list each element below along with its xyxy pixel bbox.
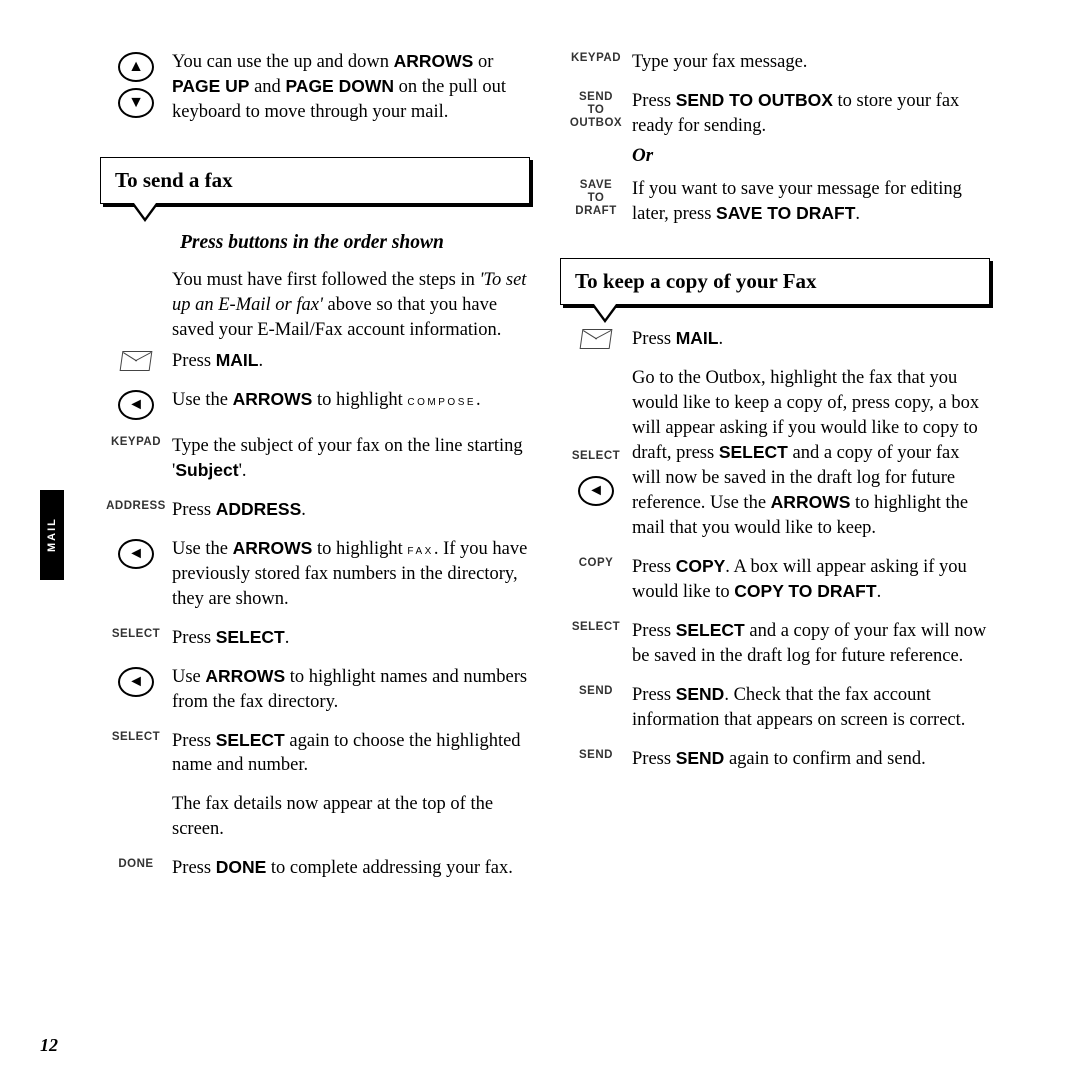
send-to-outbox-label: SEND TO OUTBOX: [570, 91, 622, 131]
left-arrow-icon: ◄: [118, 390, 154, 420]
left-arrow-icon: ◄: [118, 539, 154, 569]
press-order-heading: Press buttons in the order shown: [180, 232, 530, 254]
keypad-label: KEYPAD: [111, 436, 161, 449]
send-label: SEND: [579, 749, 613, 762]
done-label: DONE: [118, 858, 153, 871]
select-label: SELECT: [572, 450, 620, 463]
or-text: Or: [632, 143, 990, 169]
step-press-send: SEND Press SEND. Check that the fax acco…: [560, 683, 990, 733]
copy-label: COPY: [579, 557, 614, 570]
right-column: KEYPAD Type your fax message. SEND TO OU…: [560, 50, 990, 895]
step-send-confirm: SEND Press SEND again to confirm and sen…: [560, 747, 990, 772]
left-column: ▲ ▼ You can use the up and down ARROWS o…: [100, 50, 530, 895]
side-tab-mail: MAIL: [40, 490, 64, 580]
select-label: SELECT: [572, 621, 620, 634]
step-highlight-fax: ◄ Use the ARROWS to highlight FAX. If yo…: [100, 537, 530, 612]
callout-pointer-icon: [591, 304, 619, 323]
callout-pointer-icon: [131, 203, 159, 222]
step-type-subject: KEYPAD Type the subject of your fax on t…: [100, 434, 530, 484]
intro-text: You can use the up and down ARROWS or PA…: [172, 50, 530, 125]
step-save-to-draft: SAVE TO DRAFT If you want to save your m…: [560, 177, 990, 227]
save-to-draft-label: SAVE TO DRAFT: [575, 179, 616, 219]
callout-title: To keep a copy of your Fax: [575, 269, 975, 294]
up-down-arrows-icon: ▲ ▼: [118, 52, 154, 118]
step-press-done: DONE Press DONE to complete addressing y…: [100, 856, 530, 881]
page-content: ▲ ▼ You can use the up and down ARROWS o…: [100, 50, 1020, 895]
callout-keep-copy: To keep a copy of your Fax: [560, 258, 990, 305]
left-arrow-icon: ◄: [578, 476, 614, 506]
step-select-copy: SELECT Press SELECT and a copy of your f…: [560, 619, 990, 669]
step-prereq: You must have first followed the steps i…: [100, 268, 530, 343]
left-arrow-icon: ◄: [118, 667, 154, 697]
step-highlight-names: ◄ Use ARROWS to highlight names and numb…: [100, 665, 530, 715]
step-press-mail-2: Press MAIL.: [560, 327, 990, 352]
step-send-to-outbox: SEND TO OUTBOX Press SEND TO OUTBOX to s…: [560, 89, 990, 173]
address-label: ADDRESS: [106, 500, 166, 513]
select-label: SELECT: [112, 731, 160, 744]
step-press-copy: COPY Press COPY. A box will appear askin…: [560, 555, 990, 605]
step-fax-details: The fax details now appear at the top of…: [100, 792, 530, 842]
callout-title: To send a fax: [115, 168, 515, 193]
send-label: SEND: [579, 685, 613, 698]
keypad-label: KEYPAD: [571, 52, 621, 65]
step-press-mail: Press MAIL.: [100, 349, 530, 374]
intro-step: ▲ ▼ You can use the up and down ARROWS o…: [100, 50, 530, 125]
step-highlight-compose: ◄ Use the ARROWS to highlight COMPOSE.: [100, 388, 530, 420]
step-outbox-copy: SELECT ◄ Go to the Outbox, highlight the…: [560, 366, 990, 541]
step-type-fax: KEYPAD Type your fax message.: [560, 50, 990, 75]
step-select-again: SELECT Press SELECT again to choose the …: [100, 729, 530, 779]
step-press-select: SELECT Press SELECT.: [100, 626, 530, 651]
page-number: 12: [40, 1035, 58, 1056]
callout-send-fax: To send a fax: [100, 157, 530, 204]
step-press-address: ADDRESS Press ADDRESS.: [100, 498, 530, 523]
select-label: SELECT: [112, 628, 160, 641]
mail-icon: [580, 329, 613, 349]
mail-icon: [120, 351, 153, 371]
